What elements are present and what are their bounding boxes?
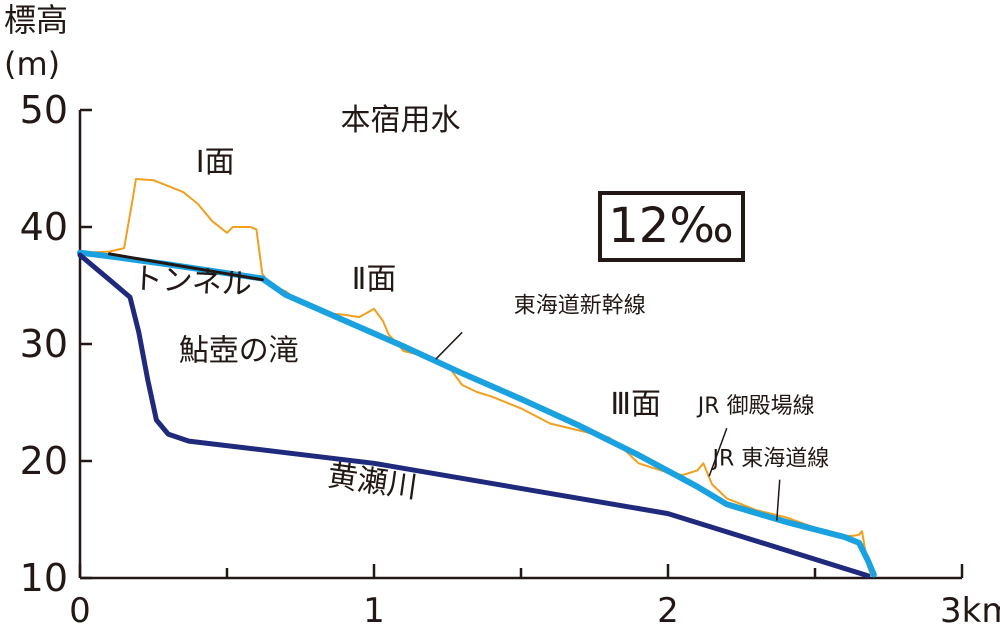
annotation-4: 鮎壺の滝 (179, 333, 299, 368)
y-tick-label-20: 20 (20, 439, 68, 483)
annotation-0: Ⅰ面 (196, 145, 235, 180)
annotation-5: 東海道新幹線 (514, 293, 646, 318)
tick-labels: 10 20 30 40 50 0 1 2 3km (20, 88, 1000, 631)
x-tick-label-1: 1 (363, 591, 385, 631)
river-line (77, 252, 871, 579)
y-tick-label-40: 40 (20, 205, 68, 249)
y-axis-title: 標高 (m) (4, 1, 68, 83)
axes (78, 108, 964, 580)
annotation-7: JR 御殿場線 (696, 394, 815, 419)
leader-line-2 (776, 479, 781, 521)
series-group (77, 178, 877, 579)
annotation-8: JR 東海道線 (711, 447, 830, 472)
leader-line-0 (435, 331, 463, 360)
gradient-box: 12‰ (598, 191, 745, 262)
y-axis-unit-text: (m) (4, 45, 60, 83)
y-tick-label-30: 30 (20, 322, 68, 366)
annotation-9: 黄瀬川 (325, 458, 419, 505)
tunnel-line (107, 252, 264, 282)
annotation-2: Ⅱ面 (352, 262, 397, 297)
x-tick-label-0: 0 (69, 591, 91, 631)
annotation-3: トンネル (132, 261, 253, 302)
gradient-box-text: 12‰ (608, 198, 733, 254)
gradient-box-frame (598, 191, 745, 262)
annotation-1: 本宿用水 (340, 103, 460, 138)
annotation-6: Ⅲ面 (610, 387, 661, 422)
y-tick-label-10: 10 (20, 556, 68, 600)
x-tick-label-3: 3km (940, 591, 1000, 631)
x-tick-label-2: 2 (657, 591, 679, 631)
y-axis-title-text: 標高 (4, 1, 68, 39)
leader-line-1 (708, 427, 728, 477)
y-tick-label-50: 50 (20, 88, 68, 132)
